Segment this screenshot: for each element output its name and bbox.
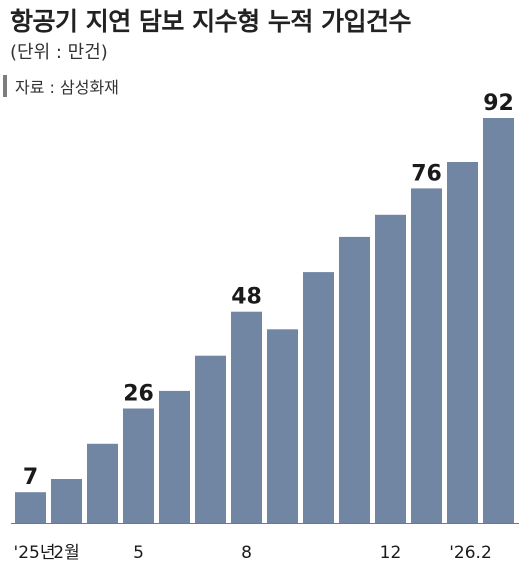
x-tick-label: '25년 bbox=[14, 543, 56, 563]
bar-8 bbox=[267, 329, 298, 523]
value-label: 48 bbox=[231, 285, 262, 310]
x-tick-label: 5 bbox=[133, 543, 144, 563]
value-label: 7 bbox=[23, 465, 38, 490]
bar-3 bbox=[87, 443, 118, 523]
bar-9 bbox=[303, 272, 334, 523]
x-tick-label: 8 bbox=[241, 543, 252, 563]
source-marker bbox=[3, 75, 7, 97]
source-label: 자료 : 삼성화재 bbox=[15, 78, 119, 97]
bar-11 bbox=[375, 214, 406, 524]
bar-7 bbox=[231, 311, 262, 523]
bar-12 bbox=[411, 188, 442, 523]
bar-13 bbox=[447, 162, 478, 523]
bar-14 bbox=[483, 118, 514, 523]
bar-6 bbox=[195, 355, 226, 523]
x-tick-label: 2월 bbox=[53, 543, 79, 563]
x-tick-label: '26.2 bbox=[449, 543, 492, 563]
value-label: 26 bbox=[123, 382, 154, 407]
source-line: 자료 : 삼성화재 bbox=[3, 74, 119, 98]
value-label: 92 bbox=[483, 91, 514, 116]
bar-2 bbox=[51, 479, 82, 523]
bar-1 bbox=[15, 492, 46, 523]
bar-5 bbox=[159, 390, 190, 523]
chart-title: 항공기 지연 담보 지수형 누적 가입건수 bbox=[10, 7, 412, 36]
bar-10 bbox=[339, 236, 370, 523]
unit-label: (단위 : 만건) bbox=[10, 42, 108, 63]
chart-header: 항공기 지연 담보 지수형 누적 가입건수 (단위 : 만건) 자료 : 삼성화… bbox=[0, 0, 530, 100]
bar-4 bbox=[123, 408, 154, 523]
value-label: 76 bbox=[411, 161, 442, 186]
x-tick-label: 12 bbox=[380, 543, 402, 563]
